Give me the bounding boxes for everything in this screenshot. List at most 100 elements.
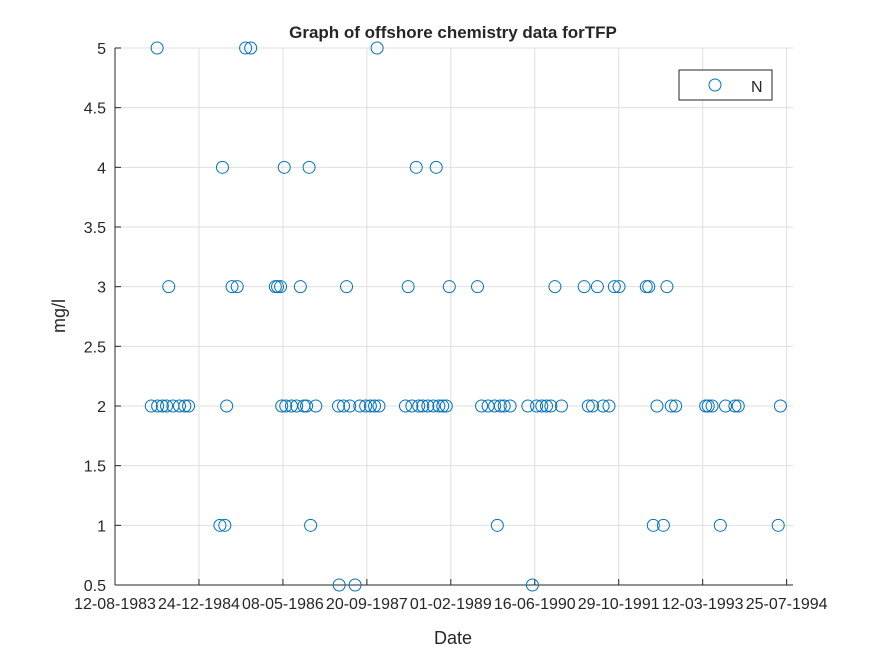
data-point bbox=[244, 41, 258, 55]
data-point bbox=[713, 518, 727, 532]
data-point bbox=[596, 399, 610, 413]
data-points bbox=[144, 41, 787, 592]
data-point bbox=[773, 399, 787, 413]
legend: N bbox=[678, 69, 773, 101]
data-point bbox=[363, 399, 377, 413]
data-point bbox=[442, 280, 456, 294]
data-point bbox=[493, 399, 507, 413]
data-point bbox=[497, 399, 511, 413]
x-tick-label: 12-08-1983 bbox=[74, 596, 156, 613]
data-point bbox=[660, 280, 674, 294]
data-point bbox=[172, 399, 186, 413]
data-point bbox=[340, 280, 354, 294]
data-point bbox=[612, 280, 626, 294]
data-point bbox=[656, 518, 670, 532]
data-point bbox=[160, 399, 174, 413]
data-point bbox=[348, 578, 362, 592]
data-point bbox=[144, 399, 158, 413]
y-tick-label: 4 bbox=[97, 160, 106, 177]
y-tick-label: 0.5 bbox=[84, 578, 106, 595]
data-point bbox=[607, 280, 621, 294]
data-point bbox=[471, 280, 485, 294]
data-point bbox=[488, 399, 502, 413]
axes: 12-08-1983 24-12-1984 08-05-1986 20-09-1987… bbox=[74, 41, 828, 613]
data-point bbox=[409, 160, 423, 174]
data-point bbox=[421, 399, 435, 413]
data-point bbox=[271, 280, 285, 294]
data-point bbox=[220, 399, 234, 413]
x-tick-label: 01-02-1989 bbox=[410, 596, 492, 613]
data-point bbox=[429, 160, 443, 174]
data-point bbox=[590, 280, 604, 294]
data-point bbox=[331, 399, 345, 413]
data-point bbox=[218, 518, 232, 532]
x-tick-label: 12-03-1993 bbox=[662, 596, 744, 613]
data-point bbox=[182, 399, 196, 413]
data-point bbox=[669, 399, 683, 413]
data-point bbox=[521, 399, 535, 413]
data-point bbox=[162, 280, 176, 294]
data-point bbox=[416, 399, 430, 413]
data-point bbox=[490, 518, 504, 532]
y-tick-label: 1 bbox=[97, 518, 106, 535]
data-point bbox=[728, 399, 742, 413]
data-point bbox=[290, 399, 304, 413]
data-point bbox=[332, 578, 346, 592]
y-tick-label: 2 bbox=[97, 399, 106, 416]
x-tick-label: 25-07-1994 bbox=[746, 596, 828, 613]
data-point bbox=[699, 399, 713, 413]
data-point bbox=[372, 399, 386, 413]
data-point bbox=[439, 399, 453, 413]
data-point bbox=[279, 399, 293, 413]
y-tick-label: 5 bbox=[97, 41, 106, 58]
data-point bbox=[275, 399, 289, 413]
data-point bbox=[664, 399, 678, 413]
data-point bbox=[548, 280, 562, 294]
data-point bbox=[215, 160, 229, 174]
data-point bbox=[432, 399, 446, 413]
data-point bbox=[642, 280, 656, 294]
x-tick-label: 20-09-1987 bbox=[326, 596, 408, 613]
data-point bbox=[300, 399, 314, 413]
data-point bbox=[650, 399, 664, 413]
x-tick-label: 08-05-1986 bbox=[242, 596, 324, 613]
data-point bbox=[230, 280, 244, 294]
data-point bbox=[475, 399, 489, 413]
y-tick-label: 2.5 bbox=[84, 339, 106, 356]
y-tick-label: 1.5 bbox=[84, 459, 106, 476]
data-point bbox=[277, 160, 291, 174]
data-point bbox=[426, 399, 440, 413]
data-point bbox=[554, 399, 568, 413]
data-point bbox=[309, 399, 323, 413]
data-point bbox=[540, 399, 554, 413]
data-point bbox=[293, 280, 307, 294]
data-point bbox=[359, 399, 373, 413]
legend-label: N bbox=[751, 79, 763, 96]
data-point bbox=[401, 280, 415, 294]
data-point bbox=[302, 160, 316, 174]
data-point bbox=[705, 399, 719, 413]
data-point bbox=[274, 280, 288, 294]
y-axis-label: mg/l bbox=[49, 299, 69, 333]
chart-title: Graph of offshore chemistry data forTFP bbox=[289, 23, 617, 42]
data-point bbox=[581, 399, 595, 413]
data-point bbox=[701, 399, 715, 413]
data-point bbox=[370, 41, 384, 55]
data-point bbox=[412, 399, 426, 413]
x-axis-label: Date bbox=[434, 628, 472, 648]
data-point bbox=[577, 280, 591, 294]
data-point bbox=[225, 280, 239, 294]
data-point bbox=[398, 399, 412, 413]
data-point bbox=[544, 399, 558, 413]
y-tick-label: 3 bbox=[97, 280, 106, 297]
data-point bbox=[368, 399, 382, 413]
y-tick-label: 3.5 bbox=[84, 220, 106, 237]
data-point bbox=[155, 399, 169, 413]
data-point bbox=[353, 399, 367, 413]
data-point bbox=[586, 399, 600, 413]
grid-lines bbox=[114, 47, 793, 586]
data-point bbox=[771, 518, 785, 532]
data-point bbox=[405, 399, 419, 413]
